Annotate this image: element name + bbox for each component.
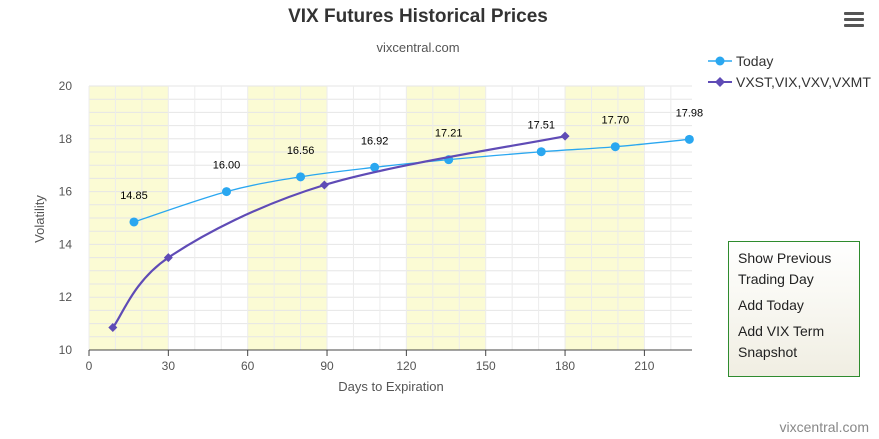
add-today-button[interactable]: Add Today — [738, 297, 804, 313]
label-layer: 14.85 16.00 16.56 16.92 17.21 17.51 17.70 17.98 — [120, 107, 703, 202]
y-tick-label: 16 — [59, 185, 73, 199]
x-tick-label: 0 — [86, 359, 93, 373]
hamburger-line — [844, 18, 864, 21]
chart-subtitle: vixcentral.com — [376, 40, 460, 55]
data-point-today — [610, 142, 620, 152]
data-label-today: 17.98 — [676, 107, 704, 119]
data-point-today — [370, 162, 380, 172]
data-label-today: 16.56 — [287, 145, 315, 157]
data-point-today — [536, 147, 546, 157]
hamburger-line — [844, 24, 864, 27]
data-point-vxst — [108, 323, 118, 333]
credits-link[interactable]: vixcentral.com — [779, 419, 869, 435]
data-point-vxst — [319, 180, 329, 190]
data-point-today — [129, 217, 139, 227]
legend-item-today[interactable]: Today — [708, 50, 871, 71]
x-tick-label: 180 — [555, 359, 575, 373]
x-tick-label: 120 — [396, 359, 416, 373]
data-point-today — [684, 134, 694, 144]
data-label-today: 16.92 — [361, 135, 389, 147]
legend-circle-icon — [708, 56, 732, 65]
options-menu: Show Previous Trading Day Add Today Add … — [728, 241, 860, 377]
hamburger-line — [844, 12, 864, 15]
legend-item-vxst[interactable]: VXST,VIX,VXV,VXMT — [708, 71, 871, 92]
y-tick-label: 12 — [59, 290, 73, 304]
legend-diamond-icon — [708, 76, 732, 87]
data-point-vxst — [163, 253, 173, 263]
y-axis-title: Volatility — [32, 195, 47, 243]
data-label-today: 17.21 — [435, 128, 463, 140]
legend: Today VXST,VIX,VXV,VXMT — [708, 50, 871, 92]
series-layer — [108, 131, 694, 333]
show-previous-day-button[interactable]: Show Previous Trading Day — [738, 250, 832, 287]
axes-layer: 0 30 60 90 120 150 180 210 10 12 14 16 18 20 — [59, 79, 692, 373]
data-point-vxst — [560, 131, 570, 141]
chart-title: VIX Futures Historical Prices — [288, 6, 548, 27]
x-tick-label: 90 — [320, 359, 334, 373]
legend-label-vxst: VXST,VIX,VXV,VXMT — [736, 73, 871, 90]
y-tick-label: 20 — [59, 79, 73, 93]
data-label-today: 16.00 — [213, 160, 241, 172]
data-label-today: 17.70 — [602, 115, 630, 127]
data-label-today: 14.85 — [120, 190, 148, 202]
x-tick-label: 210 — [634, 359, 654, 373]
legend-label-today: Today — [736, 52, 774, 69]
data-label-today: 17.51 — [527, 120, 555, 132]
data-point-today — [296, 172, 306, 182]
y-tick-label: 18 — [59, 132, 73, 146]
hamburger-icon[interactable] — [842, 9, 866, 31]
x-axis-title: Days to Expiration — [338, 379, 444, 394]
y-tick-label: 14 — [59, 237, 73, 251]
x-tick-label: 60 — [241, 359, 255, 373]
series-line-vxst — [111, 135, 566, 329]
data-point-today — [222, 187, 232, 197]
add-vix-term-snapshot-button[interactable]: Add VIX Term Snapshot — [738, 323, 825, 360]
x-tick-label: 150 — [476, 359, 496, 373]
x-tick-label: 30 — [162, 359, 176, 373]
y-tick-label: 10 — [59, 343, 73, 357]
